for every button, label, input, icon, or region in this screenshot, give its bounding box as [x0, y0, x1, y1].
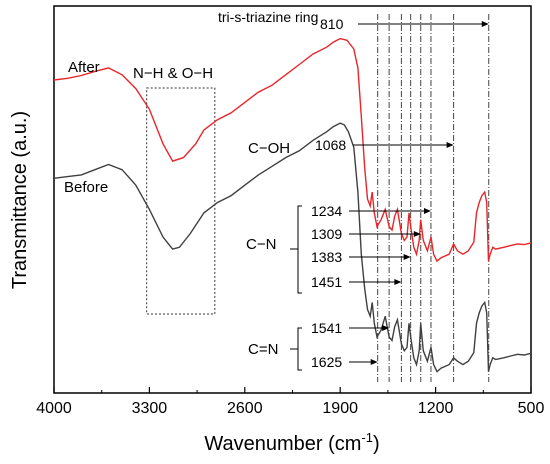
c-eq-n-bracket [290, 327, 302, 371]
peak-label-1309: 1309 [311, 226, 342, 242]
peak-reference-lines [377, 14, 490, 382]
c-oh-label: C−OH [248, 140, 290, 157]
y-axis-title: Transmittance (a.u.) [9, 111, 31, 289]
peak-annotations: 810 1068 1234 1309 1383 1451 1541 1625 [311, 16, 489, 370]
peak-label-1451: 1451 [311, 274, 342, 290]
peak-arrow-head-1451 [394, 279, 402, 285]
peak-arrow-head-1625 [370, 359, 378, 365]
peak-label-1541: 1541 [311, 320, 342, 336]
peak-label-810: 810 [320, 16, 344, 32]
triazine-ring-label: tri-s-triazine ring [218, 9, 318, 25]
series-group [53, 37, 532, 373]
x-tick-label-500: 500 [518, 400, 545, 417]
x-axis: 4000 3300 2600 1900 1200 500 [36, 387, 544, 417]
peak-label-1625: 1625 [311, 354, 342, 370]
c-n-bracket [290, 205, 302, 294]
nh-oh-label: N−H & O−H [133, 65, 213, 82]
x-tick-label-3300: 3300 [132, 400, 168, 417]
x-tick-label-4000: 4000 [36, 400, 72, 417]
peak-label-1383: 1383 [311, 249, 342, 265]
peak-label-1234: 1234 [311, 203, 342, 219]
peak-arrow-head-1309 [413, 231, 421, 237]
x-axis-title: Wavenumber (cm-1) [204, 430, 379, 455]
series-label-after: After [68, 59, 100, 76]
peak-arrow-head-1383 [403, 254, 411, 260]
c-n-label: C−N [246, 236, 276, 253]
series-label-before: Before [64, 179, 108, 196]
peak-arrow-head-1068 [446, 142, 454, 148]
nh-oh-region-box [146, 87, 216, 315]
series-line-before [53, 122, 532, 373]
peak-arrow-head-1541 [382, 325, 390, 331]
plot-frame [53, 5, 532, 394]
c-eq-n-label: C=N [248, 341, 278, 358]
x-tick-label-2600: 2600 [227, 400, 263, 417]
peak-arrow-head-810 [481, 21, 489, 27]
x-tick-label-1200: 1200 [418, 400, 454, 417]
series-line-after [53, 37, 532, 263]
peak-arrow-head-1234 [423, 208, 431, 214]
x-tick-label-1900: 1900 [322, 400, 358, 417]
peak-label-1068: 1068 [315, 137, 346, 153]
